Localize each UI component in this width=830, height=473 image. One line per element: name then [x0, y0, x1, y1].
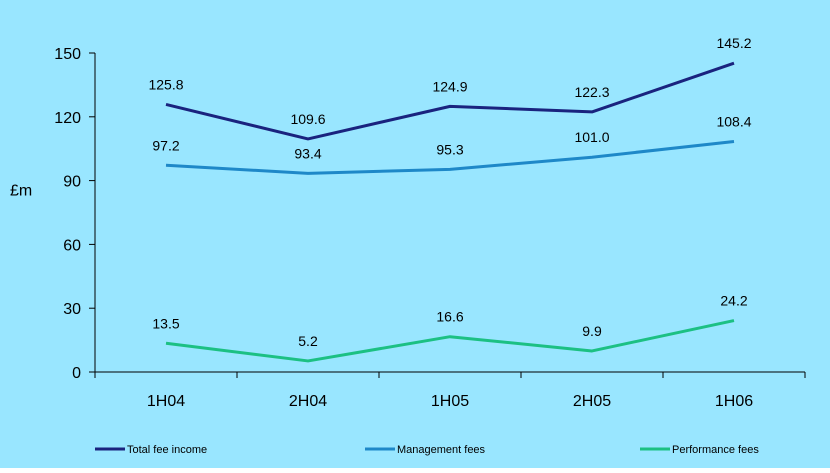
data-label: 108.4	[716, 113, 751, 129]
y-tick-label: 90	[63, 174, 81, 191]
data-label: 5.2	[298, 333, 318, 349]
series-line-1	[165, 139, 735, 175]
data-label: 9.9	[582, 323, 602, 339]
data-label: 95.3	[436, 141, 463, 157]
x-tick-label: 1H05	[431, 393, 469, 410]
y-tick-label: 120	[54, 110, 81, 127]
x-axis: 1H04 2H04 1H05 2H05 1H06	[94, 371, 806, 410]
legend-label: Management fees	[397, 444, 486, 456]
data-label: 109.6	[290, 111, 325, 127]
series-line-2	[165, 319, 735, 363]
data-label: 93.4	[294, 145, 321, 161]
y-axis: 0 30 60 90 120 150	[54, 46, 96, 382]
series-line-0	[165, 61, 735, 141]
data-label: 124.9	[432, 78, 467, 94]
x-tick-label: 1H06	[715, 393, 753, 410]
y-axis-title: £m	[10, 183, 32, 200]
x-tick-label: 1H04	[147, 393, 185, 410]
y-tick-label: 30	[63, 301, 81, 318]
x-tick-label: 2H04	[289, 393, 327, 410]
data-label: 145.2	[716, 35, 751, 51]
legend-label: Total fee income	[127, 444, 207, 456]
data-label: 97.2	[152, 137, 179, 153]
data-label: 16.6	[436, 309, 463, 325]
legend: Total fee income Management fees Performan…	[95, 444, 759, 456]
legend-label: Performance fees	[672, 444, 759, 456]
data-label: 101.0	[574, 129, 609, 145]
data-label: 13.5	[152, 315, 179, 331]
y-tick-label: 0	[72, 365, 81, 382]
data-label: 24.2	[720, 293, 747, 309]
data-label: 125.8	[148, 76, 183, 92]
series-lines	[165, 61, 735, 363]
data-label: 122.3	[574, 84, 609, 100]
data-labels: 125.8 109.6 124.9 122.3 145.2 97.2 93.4 95.3 101…	[148, 35, 751, 349]
x-tick-label: 2H05	[573, 393, 611, 410]
y-tick-label: 60	[63, 237, 81, 254]
y-tick-label: 150	[54, 46, 81, 63]
